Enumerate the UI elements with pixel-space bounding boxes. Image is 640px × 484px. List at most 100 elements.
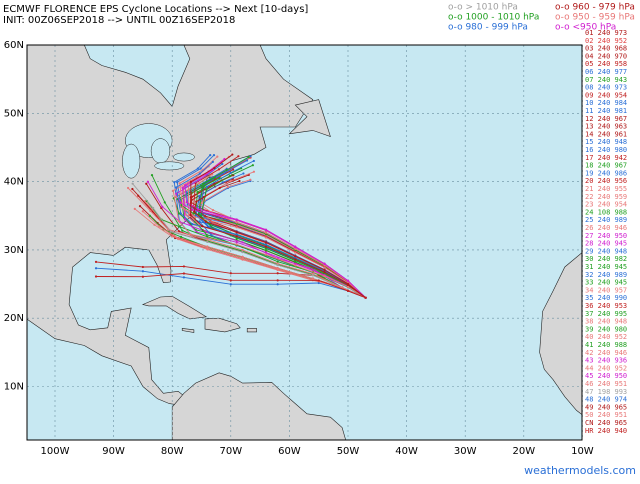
- member-legend-item: 25 240 989: [585, 216, 627, 224]
- track-point: [205, 233, 208, 236]
- track-point: [201, 225, 204, 228]
- track-point: [217, 168, 221, 171]
- track-point: [264, 249, 268, 252]
- track-point: [178, 225, 181, 228]
- member-legend-item: 43 240 936: [585, 357, 627, 365]
- lon-label: 80W: [161, 446, 184, 457]
- track-point: [179, 235, 183, 238]
- member-legend-item: HR 240 940: [585, 427, 627, 435]
- track-point: [197, 212, 200, 216]
- track-point: [198, 172, 201, 175]
- track-point: [146, 180, 149, 183]
- track-point: [206, 240, 209, 243]
- track-point: [235, 221, 238, 224]
- landmass: [539, 252, 582, 416]
- track-point: [141, 270, 144, 273]
- track-point: [346, 285, 350, 289]
- track-point: [323, 266, 326, 269]
- lon-label: 100W: [41, 446, 70, 457]
- track-point: [221, 181, 224, 184]
- track-point: [235, 230, 238, 234]
- track-point: [206, 245, 209, 248]
- track-point: [178, 182, 181, 185]
- track-point: [311, 274, 314, 277]
- member-legend-item: 26 240 946: [585, 224, 627, 232]
- track-point: [223, 157, 226, 161]
- track-point: [247, 155, 250, 159]
- track-point: [141, 275, 144, 278]
- track-point: [196, 167, 199, 170]
- member-legend-item: 09 240 954: [585, 91, 627, 99]
- track-point: [264, 228, 268, 231]
- lat-label: 30N: [4, 245, 24, 256]
- member-legend-item: 28 240 945: [585, 240, 627, 248]
- track-point: [276, 260, 279, 263]
- track-point: [241, 241, 244, 244]
- track-point: [317, 281, 320, 285]
- track-point: [212, 154, 216, 157]
- lon-label: 10W: [571, 446, 594, 457]
- member-legend-item: 48 240 974: [585, 396, 627, 404]
- track-point: [189, 213, 192, 217]
- track-point: [323, 275, 326, 278]
- landmass: [204, 317, 241, 333]
- track-point: [145, 182, 148, 185]
- member-legend-item: 01 240 973: [585, 29, 627, 37]
- landmass: [288, 99, 331, 137]
- member-legend-item: 23 240 954: [585, 201, 627, 209]
- track-point: [179, 212, 182, 215]
- member-legend-item: 19 240 986: [585, 169, 627, 177]
- lat-label: 50N: [4, 108, 24, 119]
- track-point: [294, 251, 297, 254]
- member-legend-item: 31 240 945: [585, 263, 627, 271]
- track-point: [229, 283, 232, 286]
- track-point: [364, 296, 367, 299]
- pressure-legend-item: o-o 960 - 979 hPa: [555, 3, 635, 13]
- track-point: [133, 207, 136, 210]
- pressure-legend-item: o-o <950 hPa: [555, 23, 616, 33]
- member-legend-item: 29 240 948: [585, 247, 627, 255]
- track-point: [94, 260, 98, 264]
- track-point: [131, 182, 134, 185]
- track-point: [323, 271, 326, 274]
- track-point: [232, 168, 235, 171]
- track-point: [152, 206, 155, 210]
- member-legend-item: 36 240 953: [585, 302, 627, 310]
- track-point: [158, 225, 161, 228]
- track-point: [179, 201, 182, 204]
- track-point: [218, 186, 221, 190]
- landmass: [181, 328, 195, 333]
- track-point: [346, 289, 350, 292]
- lat-label: 40N: [4, 177, 24, 188]
- member-legend-item: 37 240 995: [585, 310, 627, 318]
- track-point: [323, 262, 326, 265]
- track-point: [193, 210, 196, 213]
- member-legend-item: CN 240 965: [585, 419, 627, 427]
- track-point: [193, 215, 196, 219]
- member-legend-item: 03 240 968: [585, 45, 627, 53]
- lake: [173, 152, 195, 162]
- member-legend-item: 06 240 977: [585, 68, 627, 76]
- lon-label: 30W: [454, 446, 477, 457]
- axis-labels: 60N 50N 40N 30N 20N 10N 100W 90W 80W 70W 60W 50W 40W…: [4, 40, 594, 457]
- track-point: [181, 186, 184, 189]
- track-point: [195, 214, 198, 217]
- member-legend-item: 21 240 955: [585, 185, 627, 193]
- track-point: [141, 210, 144, 213]
- track-point: [94, 275, 98, 278]
- track-point: [264, 241, 268, 244]
- tracks: [94, 153, 367, 299]
- title: ECMWF FLORENCE EPS Cyclone Locations -->…: [3, 4, 308, 15]
- track-point: [182, 265, 186, 268]
- track-point: [238, 179, 241, 183]
- track-point: [276, 267, 279, 270]
- track-point: [141, 265, 144, 269]
- track-point: [161, 205, 164, 208]
- track-point: [294, 256, 297, 259]
- member-legend-item: 34 240 957: [585, 286, 627, 294]
- track-point: [264, 231, 268, 234]
- track-point: [206, 238, 209, 241]
- member-legend-item: 41 240 988: [585, 341, 627, 349]
- track-point: [264, 243, 268, 246]
- footer: weathermodels.com: [524, 464, 636, 477]
